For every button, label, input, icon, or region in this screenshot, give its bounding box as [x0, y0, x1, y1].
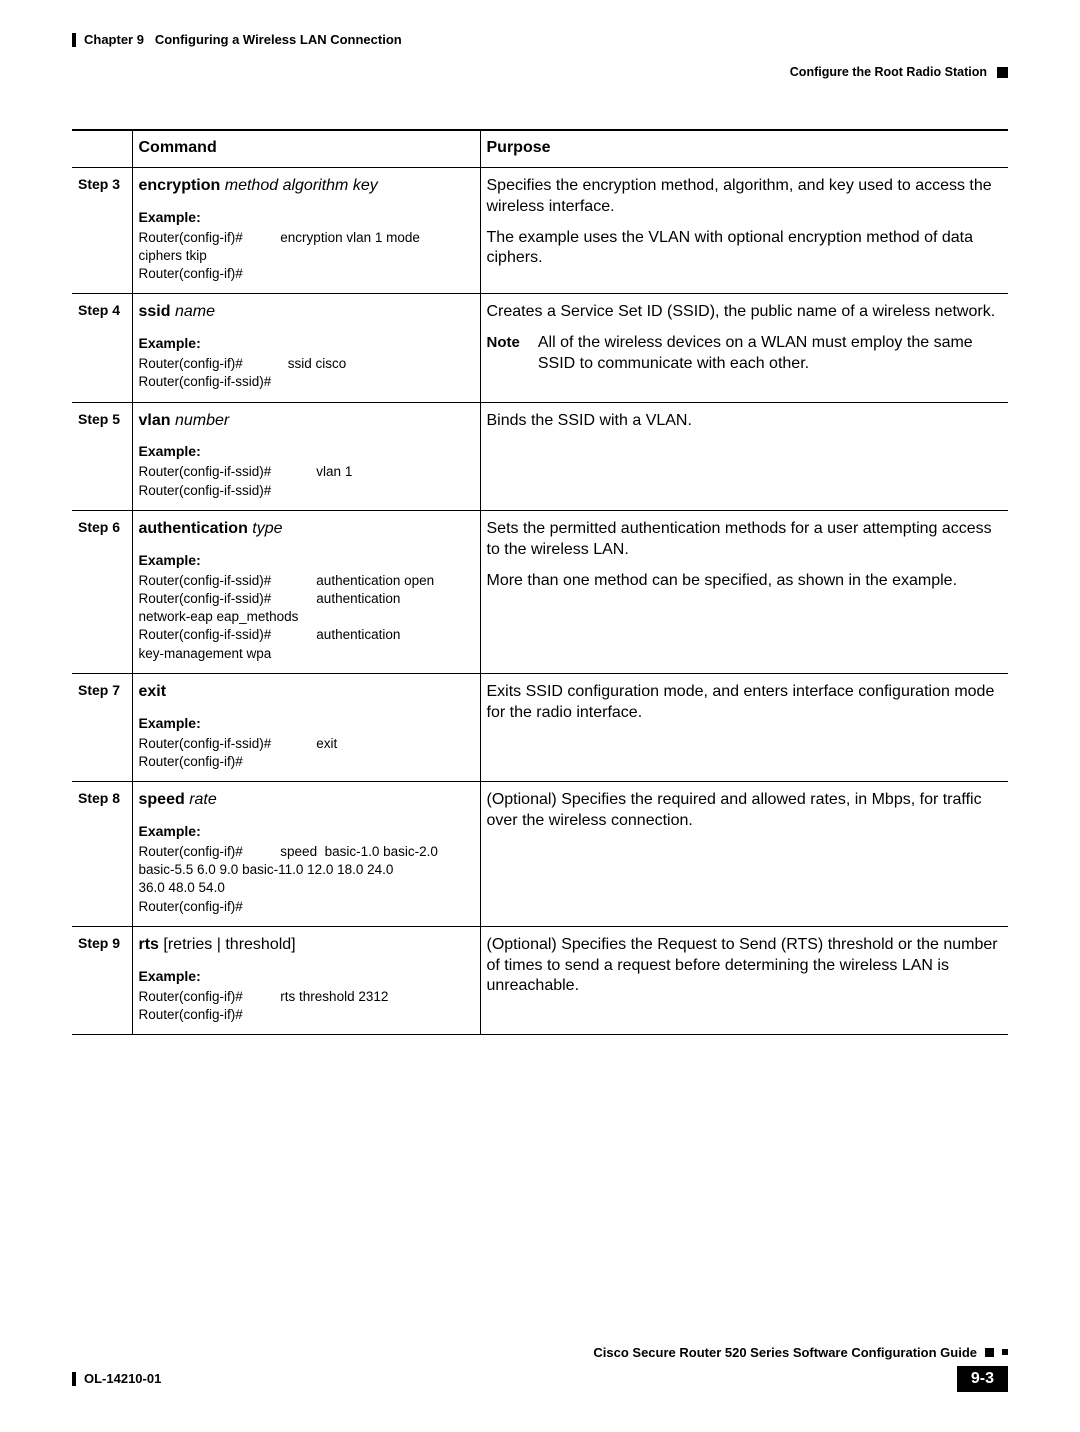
square-icon — [1002, 1349, 1008, 1355]
page: Chapter 9 Configuring a Wireless LAN Con… — [0, 0, 1080, 1432]
purpose-cell: Creates a Service Set ID (SSID), the pub… — [480, 294, 1008, 402]
example-label: Example: — [139, 335, 474, 351]
purpose-text: Binds the SSID with a VLAN. — [487, 411, 1003, 432]
step-label: Step 6 — [72, 510, 132, 673]
purpose-text: Exits SSID configuration mode, and enter… — [487, 682, 1003, 724]
command-cell: exit Example: Router(config-if-ssid)# ex… — [132, 673, 480, 781]
table-row: Step 7 exit Example: Router(config-if-ss… — [72, 673, 1008, 781]
doc-id: OL-14210-01 — [84, 1371, 161, 1386]
example-label: Example: — [139, 209, 474, 225]
header-bar-icon — [72, 33, 76, 47]
purpose-cell: Specifies the encryption method, algorit… — [480, 168, 1008, 294]
step-label: Step 4 — [72, 294, 132, 402]
command-cell: rts [retries | threshold] Example: Route… — [132, 926, 480, 1034]
command-syntax: exit — [139, 682, 474, 703]
footer-top: Cisco Secure Router 520 Series Software … — [72, 1345, 1008, 1360]
example-code: Router(config-if)# ssid cisco Router(con… — [139, 355, 474, 391]
step-label: Step 8 — [72, 782, 132, 927]
command-syntax: ssid name — [139, 302, 474, 323]
command-cell: authentication type Example: Router(conf… — [132, 510, 480, 673]
purpose-text: Specifies the encryption method, algorit… — [487, 176, 1003, 218]
example-label: Example: — [139, 968, 474, 984]
table-row: Step 9 rts [retries | threshold] Example… — [72, 926, 1008, 1034]
note-block: Note All of the wireless devices on a WL… — [487, 333, 1003, 375]
example-code: Router(config-if)# speed basic-1.0 basic… — [139, 843, 474, 916]
example-code: Router(config-if-ssid)# vlan 1 Router(co… — [139, 463, 474, 499]
table-row: Step 6 authentication type Example: Rout… — [72, 510, 1008, 673]
example-code: Router(config-if)# rts threshold 2312 Ro… — [139, 988, 474, 1024]
note-text: All of the wireless devices on a WLAN mu… — [538, 333, 1002, 375]
command-cell: ssid name Example: Router(config-if)# ss… — [132, 294, 480, 402]
col-command: Command — [132, 130, 480, 168]
running-header: Chapter 9 Configuring a Wireless LAN Con… — [72, 32, 1008, 47]
example-label: Example: — [139, 552, 474, 568]
command-syntax: vlan number — [139, 411, 474, 432]
content-area: Command Purpose Step 3 encryption method… — [72, 129, 1008, 1035]
example-label: Example: — [139, 715, 474, 731]
purpose-cell: Sets the permitted authentication method… — [480, 510, 1008, 673]
purpose-text: Creates a Service Set ID (SSID), the pub… — [487, 302, 1003, 323]
page-number: 9-3 — [957, 1366, 1008, 1392]
footer-bar-icon — [72, 1372, 76, 1386]
step-label: Step 9 — [72, 926, 132, 1034]
step-label: Step 5 — [72, 402, 132, 510]
purpose-text: More than one method can be specified, a… — [487, 571, 1003, 592]
book-title: Cisco Secure Router 520 Series Software … — [593, 1345, 977, 1360]
example-code: Router(config-if-ssid)# exit Router(conf… — [139, 735, 474, 771]
table-row: Step 3 encryption method algorithm key E… — [72, 168, 1008, 294]
chapter-title: Configuring a Wireless LAN Connection — [155, 32, 402, 47]
command-syntax: rts [retries | threshold] — [139, 935, 474, 956]
command-cell: encryption method algorithm key Example:… — [132, 168, 480, 294]
table-row: Step 8 speed rate Example: Router(config… — [72, 782, 1008, 927]
purpose-text: (Optional) Specifies the Request to Send… — [487, 935, 1003, 997]
purpose-cell: Binds the SSID with a VLAN. — [480, 402, 1008, 510]
example-label: Example: — [139, 443, 474, 459]
example-code: Router(config-if-ssid)# authentication o… — [139, 572, 474, 663]
purpose-cell: Exits SSID configuration mode, and enter… — [480, 673, 1008, 781]
square-icon — [997, 67, 1008, 78]
table-header-row: Command Purpose — [72, 130, 1008, 168]
section-title: Configure the Root Radio Station — [790, 65, 987, 79]
note-label: Note — [487, 333, 520, 375]
purpose-text: (Optional) Specifies the required and al… — [487, 790, 1003, 832]
doc-id-block: OL-14210-01 — [72, 1371, 161, 1386]
table-row: Step 4 ssid name Example: Router(config-… — [72, 294, 1008, 402]
example-label: Example: — [139, 823, 474, 839]
purpose-cell: (Optional) Specifies the required and al… — [480, 782, 1008, 927]
chapter-label: Chapter 9 — [84, 32, 144, 47]
step-label: Step 3 — [72, 168, 132, 294]
example-code: Router(config-if)# encryption vlan 1 mod… — [139, 229, 474, 284]
command-table: Command Purpose Step 3 encryption method… — [72, 129, 1008, 1035]
table-row: Step 5 vlan number Example: Router(confi… — [72, 402, 1008, 510]
step-label: Step 7 — [72, 673, 132, 781]
command-cell: vlan number Example: Router(config-if-ss… — [132, 402, 480, 510]
col-step — [72, 130, 132, 168]
purpose-text: Sets the permitted authentication method… — [487, 519, 1003, 561]
purpose-cell: (Optional) Specifies the Request to Send… — [480, 926, 1008, 1034]
command-cell: speed rate Example: Router(config-if)# s… — [132, 782, 480, 927]
col-purpose: Purpose — [480, 130, 1008, 168]
footer-bottom: OL-14210-01 9-3 — [72, 1366, 1008, 1392]
purpose-text: The example uses the VLAN with optional … — [487, 228, 1003, 270]
section-header: Configure the Root Radio Station — [72, 65, 1008, 79]
square-icon — [985, 1348, 994, 1357]
command-syntax: encryption method algorithm key — [139, 176, 474, 197]
command-syntax: authentication type — [139, 519, 474, 540]
command-syntax: speed rate — [139, 790, 474, 811]
